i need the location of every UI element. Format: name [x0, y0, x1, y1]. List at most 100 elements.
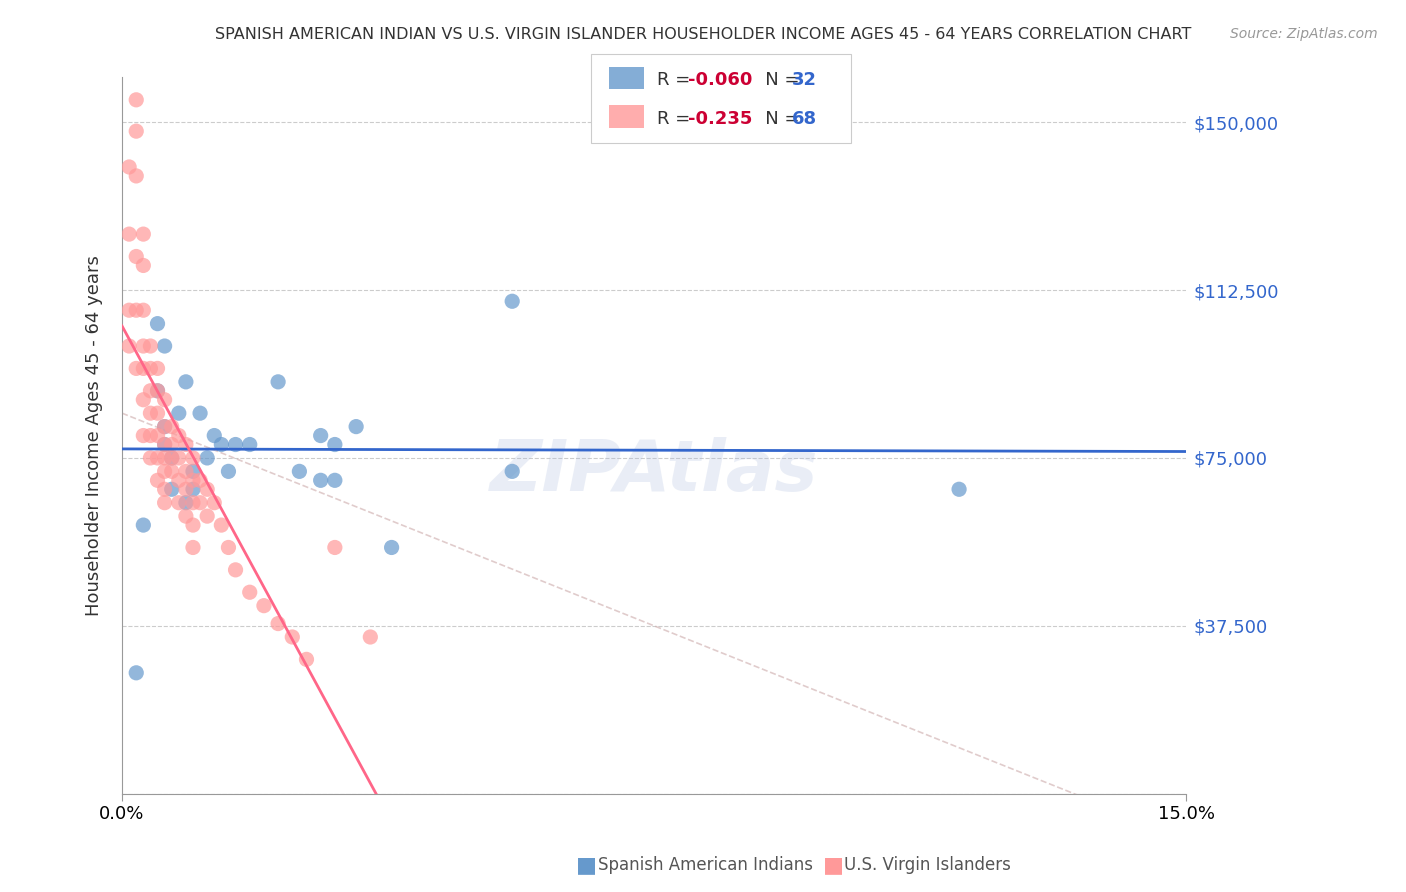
- U.S. Virgin Islanders: [188, 496, 211, 510]
- U.S. Virgin Islanders: [125, 124, 148, 138]
- U.S. Virgin Islanders: [132, 392, 155, 407]
- Text: -0.235: -0.235: [688, 110, 752, 128]
- Spanish American Indians: [174, 375, 197, 389]
- Spanish American Indians: [188, 406, 211, 420]
- U.S. Virgin Islanders: [118, 303, 141, 318]
- Spanish American Indians: [167, 406, 190, 420]
- U.S. Virgin Islanders: [132, 428, 155, 442]
- Text: U.S. Virgin Islanders: U.S. Virgin Islanders: [844, 856, 1011, 874]
- U.S. Virgin Islanders: [125, 93, 148, 107]
- U.S. Virgin Islanders: [132, 339, 155, 353]
- Spanish American Indians: [146, 384, 169, 398]
- U.S. Virgin Islanders: [174, 483, 197, 497]
- U.S. Virgin Islanders: [132, 361, 155, 376]
- U.S. Virgin Islanders: [188, 473, 211, 487]
- Spanish American Indians: [948, 483, 970, 497]
- U.S. Virgin Islanders: [160, 450, 183, 465]
- Spanish American Indians: [160, 483, 183, 497]
- Text: Spanish American Indians: Spanish American Indians: [598, 856, 813, 874]
- Text: SPANISH AMERICAN INDIAN VS U.S. VIRGIN ISLANDER HOUSEHOLDER INCOME AGES 45 - 64 : SPANISH AMERICAN INDIAN VS U.S. VIRGIN I…: [215, 27, 1191, 42]
- U.S. Virgin Islanders: [225, 563, 247, 577]
- U.S. Virgin Islanders: [125, 250, 148, 264]
- U.S. Virgin Islanders: [153, 464, 176, 478]
- Spanish American Indians: [323, 473, 346, 487]
- U.S. Virgin Islanders: [160, 437, 183, 451]
- U.S. Virgin Islanders: [181, 450, 204, 465]
- U.S. Virgin Islanders: [167, 450, 190, 465]
- Text: R =: R =: [657, 71, 696, 89]
- U.S. Virgin Islanders: [132, 259, 155, 273]
- U.S. Virgin Islanders: [118, 339, 141, 353]
- Spanish American Indians: [181, 464, 204, 478]
- U.S. Virgin Islanders: [125, 169, 148, 183]
- Spanish American Indians: [309, 428, 332, 442]
- U.S. Virgin Islanders: [167, 428, 190, 442]
- U.S. Virgin Islanders: [217, 541, 239, 555]
- Spanish American Indians: [344, 419, 367, 434]
- U.S. Virgin Islanders: [139, 384, 162, 398]
- Spanish American Indians: [153, 339, 176, 353]
- U.S. Virgin Islanders: [174, 509, 197, 524]
- Spanish American Indians: [153, 419, 176, 434]
- Spanish American Indians: [309, 473, 332, 487]
- Text: 32: 32: [792, 71, 817, 89]
- U.S. Virgin Islanders: [139, 450, 162, 465]
- U.S. Virgin Islanders: [167, 473, 190, 487]
- U.S. Virgin Islanders: [174, 437, 197, 451]
- U.S. Virgin Islanders: [146, 428, 169, 442]
- Text: N =: N =: [748, 71, 806, 89]
- U.S. Virgin Islanders: [139, 361, 162, 376]
- Spanish American Indians: [146, 317, 169, 331]
- U.S. Virgin Islanders: [267, 616, 290, 631]
- Spanish American Indians: [225, 437, 247, 451]
- U.S. Virgin Islanders: [153, 392, 176, 407]
- Spanish American Indians: [501, 464, 523, 478]
- Spanish American Indians: [181, 483, 204, 497]
- Text: ■: ■: [576, 855, 598, 875]
- U.S. Virgin Islanders: [118, 227, 141, 241]
- Spanish American Indians: [323, 437, 346, 451]
- U.S. Virgin Islanders: [146, 384, 169, 398]
- U.S. Virgin Islanders: [125, 361, 148, 376]
- Spanish American Indians: [132, 518, 155, 533]
- U.S. Virgin Islanders: [359, 630, 381, 644]
- U.S. Virgin Islanders: [146, 473, 169, 487]
- U.S. Virgin Islanders: [295, 652, 318, 666]
- U.S. Virgin Islanders: [153, 483, 176, 497]
- U.S. Virgin Islanders: [153, 437, 176, 451]
- U.S. Virgin Islanders: [146, 406, 169, 420]
- Spanish American Indians: [125, 665, 148, 680]
- U.S. Virgin Islanders: [118, 160, 141, 174]
- Spanish American Indians: [381, 541, 404, 555]
- Spanish American Indians: [202, 428, 225, 442]
- Spanish American Indians: [217, 464, 239, 478]
- Spanish American Indians: [267, 375, 290, 389]
- Spanish American Indians: [501, 294, 523, 309]
- U.S. Virgin Islanders: [153, 496, 176, 510]
- Spanish American Indians: [239, 437, 262, 451]
- U.S. Virgin Islanders: [181, 541, 204, 555]
- U.S. Virgin Islanders: [209, 518, 232, 533]
- U.S. Virgin Islanders: [146, 361, 169, 376]
- U.S. Virgin Islanders: [181, 496, 204, 510]
- U.S. Virgin Islanders: [195, 509, 218, 524]
- U.S. Virgin Islanders: [160, 419, 183, 434]
- U.S. Virgin Islanders: [160, 464, 183, 478]
- U.S. Virgin Islanders: [253, 599, 276, 613]
- U.S. Virgin Islanders: [146, 450, 169, 465]
- U.S. Virgin Islanders: [323, 541, 346, 555]
- U.S. Virgin Islanders: [174, 464, 197, 478]
- U.S. Virgin Islanders: [239, 585, 262, 599]
- U.S. Virgin Islanders: [139, 339, 162, 353]
- U.S. Virgin Islanders: [181, 473, 204, 487]
- Spanish American Indians: [153, 437, 176, 451]
- U.S. Virgin Islanders: [139, 406, 162, 420]
- Text: N =: N =: [748, 110, 806, 128]
- Spanish American Indians: [288, 464, 311, 478]
- Text: ■: ■: [823, 855, 844, 875]
- Text: Source: ZipAtlas.com: Source: ZipAtlas.com: [1230, 27, 1378, 41]
- Text: ZIPAtlas: ZIPAtlas: [489, 437, 818, 506]
- U.S. Virgin Islanders: [167, 496, 190, 510]
- Spanish American Indians: [195, 450, 218, 465]
- U.S. Virgin Islanders: [125, 303, 148, 318]
